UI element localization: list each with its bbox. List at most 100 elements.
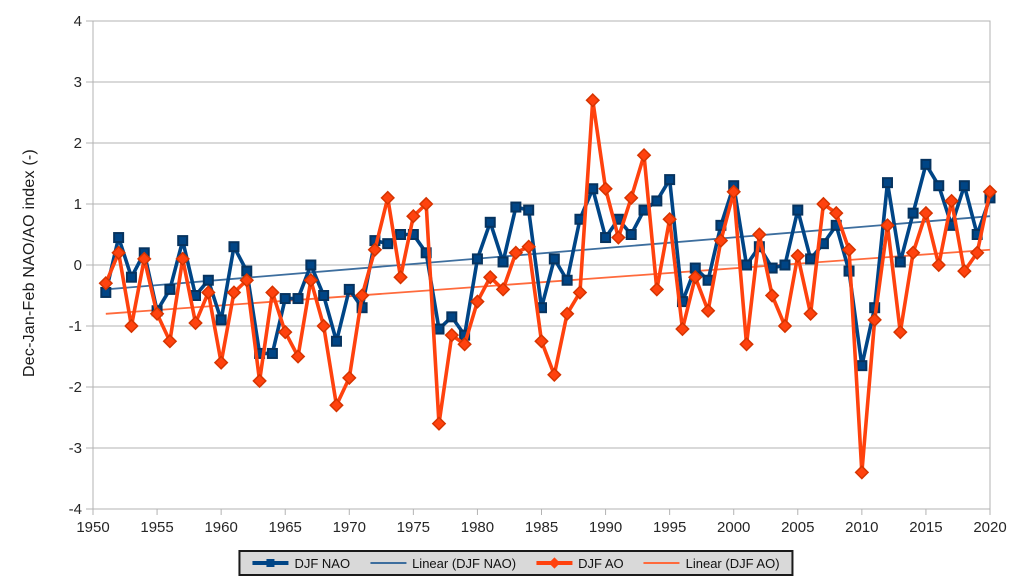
nao-point-marker [587,183,599,195]
ao-point-marker [226,285,242,300]
nao-point-marker [856,360,868,372]
ao-point-marker [918,205,934,221]
ao-point-marker [380,190,395,206]
ao-point-marker [790,248,806,264]
ao-point-marker [252,373,267,389]
ao-point-marker [893,324,908,340]
nao-point-marker [228,241,240,253]
ao-point-marker [944,193,959,209]
legend-item-djf-ao: DJF AO [536,556,624,571]
nao-trend-swatch-icon [370,556,407,570]
nao-point-marker [792,204,804,216]
nao-point-marker [497,256,509,268]
x-tick-label: 1985 [525,519,558,536]
ao-point-marker [354,288,370,303]
ao-point-marker [777,318,793,334]
ao-point-marker [752,227,767,242]
ao-point-marker [367,242,383,258]
ao-point-marker [700,303,716,319]
ao-point-marker [406,208,421,224]
nao-point-marker [305,259,317,271]
y-tick-label: 4 [74,13,82,30]
ao-point-marker [905,245,921,261]
nao-point-marker [651,195,663,207]
nao-point-marker [933,180,945,192]
ao-point-marker [598,181,613,197]
ao-point-marker [739,337,754,352]
nao-series-swatch-icon [252,556,289,570]
legend-label: DJF NAO [294,555,351,571]
ao-point-marker [98,276,114,291]
ao-point-marker [585,93,601,108]
nao-point-marker [625,229,637,240]
y-tick-label: -3 [69,440,82,457]
ao-point-marker [470,294,485,309]
nao-point-marker [523,204,535,216]
y-tick-label: -4 [69,501,82,518]
x-tick-label: 2000 [717,519,750,536]
plot-border [92,20,991,510]
ao-point-marker [342,370,357,386]
ao-point-marker [290,349,306,364]
ao-point-marker [547,367,562,383]
legend-label: Linear (DJF AO) [685,555,780,571]
ao-point-marker [880,218,895,233]
nao-point-marker [343,283,355,295]
x-tick-label: 2015 [909,519,942,536]
nao-point-marker [125,271,137,283]
ao-point-marker [329,398,344,413]
x-tick-label: 1990 [589,519,622,536]
x-tick-label: 1955 [140,519,173,536]
ao-point-marker [611,230,626,245]
nao-point-marker [318,290,330,301]
ao-point-marker [675,321,690,337]
ao-series-swatch-icon [536,556,573,570]
ao-point-marker [649,282,665,297]
ao-point-marker [623,190,639,206]
nao-point-marker [561,274,573,286]
x-tick-label: 2020 [973,519,1006,536]
nao-point-marker [202,274,214,286]
nao-point-marker [266,347,278,359]
nao-point-marker [779,259,791,271]
nao-point-marker [766,262,778,274]
nao-point-marker [164,283,176,295]
nao-point-marker [702,274,714,286]
y-axis-title: Dec-Jan-Feb NAO/AO index (-) [21,149,38,377]
nao-point-marker [446,311,458,323]
legend-label: Linear (DJF NAO) [412,555,517,571]
ao-point-marker [124,318,139,334]
ao-point-marker [162,333,178,349]
nao-point-marker [177,235,189,247]
ao-point-marker [559,306,575,322]
legend-item-linear-djf-ao: Linear (DJF AO) [643,555,780,571]
x-tick-label: 1975 [397,519,430,536]
nao-point-marker [548,253,560,265]
ao-point-marker [316,318,331,334]
nao-point-marker [433,323,445,335]
ao-point-marker [636,147,652,163]
nao-point-marker [471,253,483,265]
ao-point-marker [188,315,203,331]
nao-point-marker [113,232,125,244]
nao-point-marker [600,232,612,244]
y-tick-label: -1 [69,318,82,335]
ao-point-marker [534,333,549,349]
x-tick-label: 1980 [461,519,494,536]
ao-point-marker [931,257,947,273]
legend-label: DJF AO [578,555,624,571]
x-tick-label: 1970 [333,519,366,536]
ao-point-marker [816,196,831,212]
y-tick-label: 3 [74,74,82,91]
x-tick-label: 1995 [653,519,686,536]
nao-point-marker [382,238,394,250]
ao-point-marker [136,251,152,267]
y-tick-label: 2 [74,135,82,152]
ao-point-marker [303,272,319,288]
x-tick-label: 1965 [269,519,302,536]
ao-point-marker [508,245,524,261]
nao-point-marker [664,174,676,186]
ao-point-marker [982,184,998,200]
